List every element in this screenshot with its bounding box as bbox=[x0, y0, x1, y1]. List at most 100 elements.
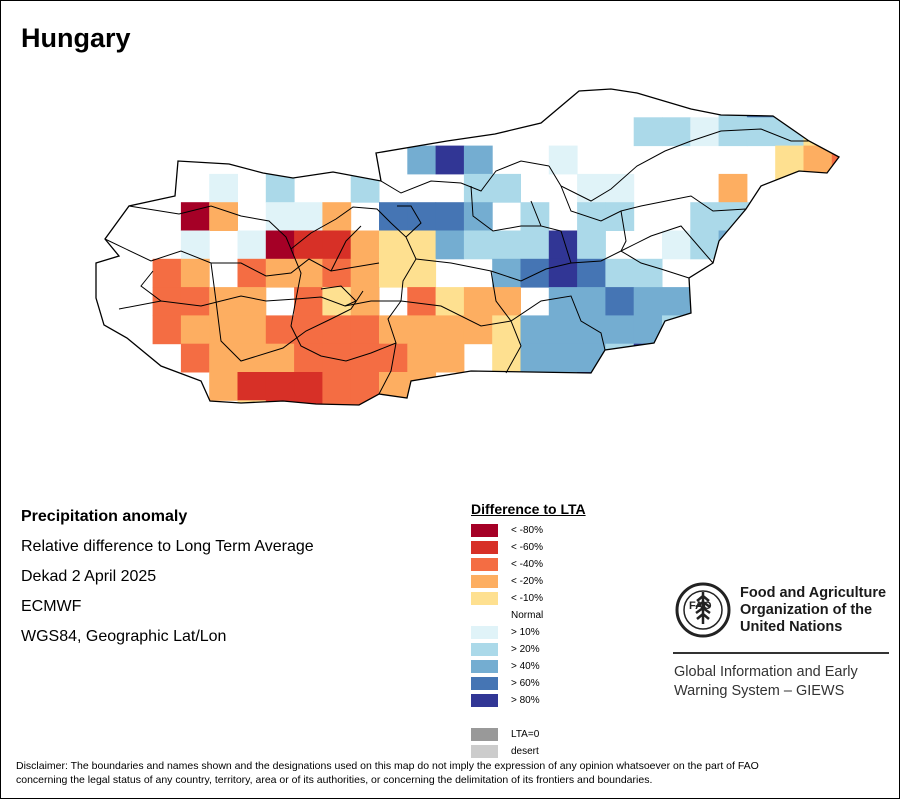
anomaly-cell bbox=[633, 315, 663, 345]
giews-line2: Warning System – GIEWS bbox=[674, 683, 845, 699]
anomaly-cell bbox=[690, 287, 720, 316]
legend-swatch bbox=[471, 728, 498, 741]
anomaly-cell bbox=[633, 117, 663, 147]
legend-label: > 80% bbox=[511, 695, 540, 706]
anomaly-cell bbox=[633, 258, 663, 288]
anomaly-cell bbox=[265, 343, 295, 373]
giews-line1: Global Information and Early bbox=[674, 664, 858, 680]
anomaly-cell bbox=[435, 287, 465, 316]
anomaly-cell bbox=[350, 258, 380, 288]
anomaly-cell bbox=[605, 315, 635, 345]
anomaly-cell bbox=[379, 202, 408, 231]
anomaly-cell bbox=[548, 258, 578, 288]
anomaly-cell bbox=[718, 343, 748, 373]
anomaly-cell bbox=[690, 202, 720, 231]
anomaly-cell bbox=[718, 230, 748, 260]
anomaly-cell bbox=[492, 287, 521, 316]
anomaly-cell bbox=[746, 202, 776, 231]
anomaly-cell bbox=[407, 343, 437, 373]
anomaly-cell bbox=[746, 89, 776, 118]
anomaly-cell bbox=[407, 145, 437, 175]
anomaly-cell bbox=[209, 343, 238, 373]
anomaly-cell bbox=[209, 287, 238, 316]
anomaly-cell bbox=[633, 372, 663, 401]
anomaly-cell bbox=[520, 372, 550, 401]
anomaly-cell bbox=[152, 315, 182, 345]
anomaly-cell bbox=[690, 343, 720, 373]
anomaly-cell bbox=[718, 315, 748, 345]
anomaly-cell bbox=[322, 258, 352, 288]
anomaly-cell bbox=[577, 202, 606, 231]
anomaly-cell bbox=[831, 89, 839, 118]
anomaly-cell bbox=[463, 202, 493, 231]
anomaly-cell bbox=[718, 89, 748, 118]
legend-swatch bbox=[471, 643, 498, 656]
legend-label: LTA=0 bbox=[511, 729, 540, 740]
anomaly-cell bbox=[463, 400, 493, 405]
anomaly-cell bbox=[746, 315, 776, 345]
anomaly-cell bbox=[322, 372, 352, 401]
legend-class-4: < -10% bbox=[471, 591, 631, 608]
anomaly-cell bbox=[294, 372, 323, 401]
anomaly-cell bbox=[718, 258, 748, 288]
anomaly-cell bbox=[690, 230, 720, 260]
legend-class-0: < -80% bbox=[471, 523, 631, 540]
anomaly-cell bbox=[435, 315, 465, 345]
legend-label: < -60% bbox=[511, 542, 543, 553]
anomaly-cell bbox=[662, 343, 691, 373]
anomaly-cell bbox=[350, 315, 380, 345]
legend-title: Difference to LTA bbox=[471, 501, 586, 517]
anomaly-cell bbox=[548, 315, 578, 345]
anomaly-cell bbox=[690, 117, 720, 147]
anomaly-cell bbox=[322, 202, 352, 231]
disclaimer-line2: concerning the legal status of any count… bbox=[16, 774, 653, 786]
legend-extra-item-0: LTA=0 bbox=[471, 727, 631, 744]
anomaly-cell bbox=[407, 372, 437, 401]
anomaly-cell bbox=[577, 400, 606, 405]
anomaly-cell bbox=[407, 258, 437, 288]
anomaly-cell bbox=[605, 173, 635, 203]
anomaly-cell bbox=[180, 202, 210, 231]
map-info-block: Precipitation anomaly Relative differenc… bbox=[21, 507, 314, 657]
anomaly-cell bbox=[577, 343, 606, 373]
legend-label: > 40% bbox=[511, 661, 540, 672]
anomaly-cell bbox=[463, 173, 493, 203]
anomaly-cell bbox=[209, 173, 238, 203]
legend-class-9: > 60% bbox=[471, 676, 631, 693]
legend-swatch bbox=[471, 626, 498, 639]
legend-class-7: > 20% bbox=[471, 642, 631, 659]
legend-class-1: < -60% bbox=[471, 540, 631, 557]
anomaly-cell bbox=[463, 287, 493, 316]
anomaly-cell bbox=[322, 400, 352, 405]
legend-swatch bbox=[471, 677, 498, 690]
fao-name-line2: Organization of the bbox=[740, 602, 873, 618]
legend: Difference to LTA < -80% < -60% < -40% < -2… bbox=[471, 501, 631, 761]
info-heading: Precipitation anomaly bbox=[21, 508, 188, 525]
anomaly-cell bbox=[662, 287, 691, 316]
anomaly-cell bbox=[831, 145, 839, 175]
legend-class-5: Normal bbox=[471, 608, 631, 625]
anomaly-cell bbox=[605, 287, 635, 316]
legend-swatch bbox=[471, 745, 498, 758]
legend-label: < -80% bbox=[511, 525, 543, 536]
anomaly-cell bbox=[265, 372, 295, 401]
anomaly-cell bbox=[463, 372, 493, 401]
anomaly-cell bbox=[294, 258, 323, 288]
anomaly-cell bbox=[492, 173, 521, 203]
anomaly-cell bbox=[860, 146, 889, 175]
anomaly-cell bbox=[746, 258, 776, 288]
anomaly-cell bbox=[294, 287, 323, 316]
anomaly-cell bbox=[831, 202, 839, 231]
legend-extra-item-1: desert bbox=[471, 744, 631, 761]
anomaly-cell bbox=[775, 258, 804, 288]
anomaly-cell bbox=[180, 287, 210, 316]
anomaly-cell bbox=[577, 315, 606, 345]
anomaly-cell bbox=[435, 145, 465, 175]
anomaly-cell bbox=[463, 145, 493, 175]
anomaly-cell bbox=[577, 230, 606, 260]
anomaly-cell bbox=[775, 117, 804, 147]
legend-swatch bbox=[471, 558, 498, 571]
anomaly-cell bbox=[322, 315, 352, 345]
anomaly-cell bbox=[520, 258, 550, 288]
anomaly-cell bbox=[322, 230, 352, 260]
